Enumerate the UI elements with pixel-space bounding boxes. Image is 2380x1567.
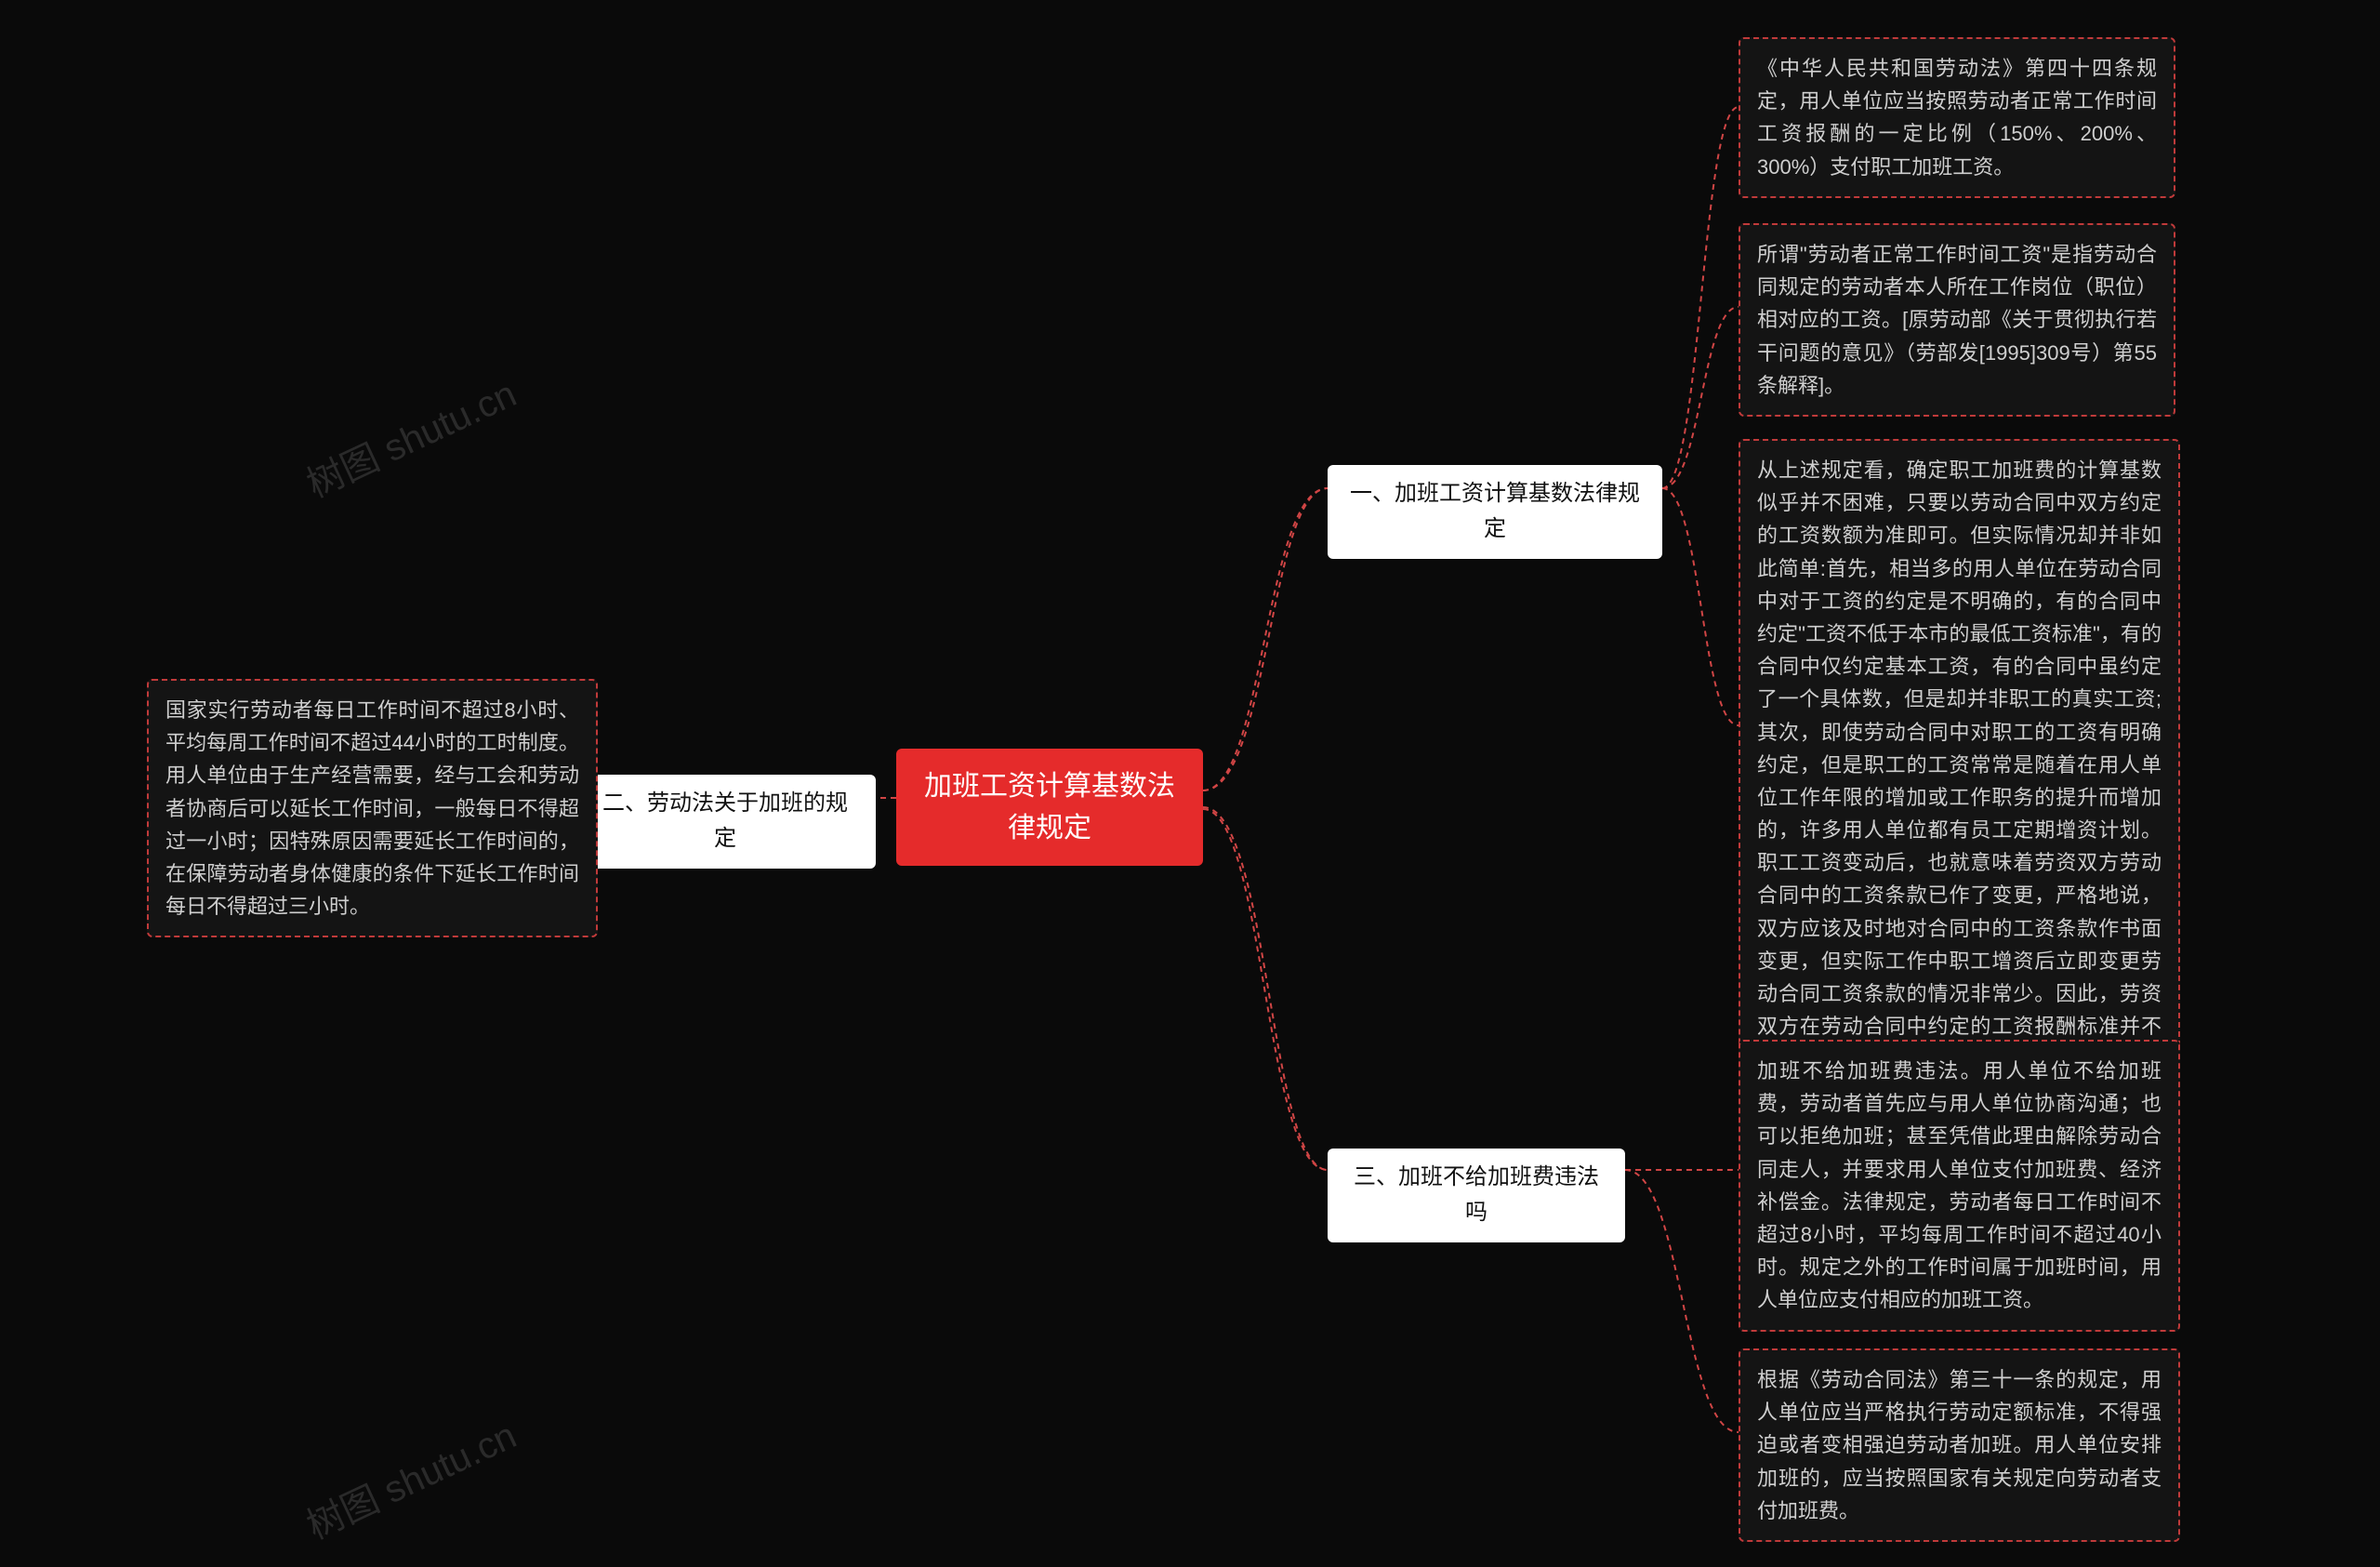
watermark: 树图 shutu.cn: [297, 365, 523, 509]
leaf-node: 加班不给加班费违法。用人单位不给加班费，劳动者首先应与用人单位协商沟通；也可以拒…: [1739, 1040, 2180, 1332]
branch-label: 一、加班工资计算基数法律规定: [1350, 481, 1640, 541]
center-node: 加班工资计算基数法律规定: [896, 749, 1203, 866]
watermark: 树图 shutu.cn: [297, 1406, 523, 1550]
leaf-text: 《中华人民共和国劳动法》第四十四条规定，用人单位应当按照劳动者正常工作时间工资报…: [1757, 57, 2157, 179]
branch-label: 二、劳动法关于加班的规定: [602, 790, 848, 851]
leaf-text: 国家实行劳动者每日工作时间不超过8小时、平均每周工作时间不超过44小时的工时制度…: [165, 698, 579, 918]
leaf-node: 根据《劳动合同法》第三十一条的规定，用人单位应当严格执行劳动定额标准，不得强迫或…: [1739, 1348, 2180, 1542]
branch-label: 三、加班不给加班费违法吗: [1354, 1164, 1599, 1225]
leaf-node: 所谓"劳动者正常工作时间工资"是指劳动合同规定的劳动者本人所在工作岗位（职位）相…: [1739, 223, 2175, 417]
branch-node-1: 一、加班工资计算基数法律规定: [1328, 465, 1662, 559]
leaf-text: 所谓"劳动者正常工作时间工资"是指劳动合同规定的劳动者本人所在工作岗位（职位）相…: [1757, 243, 2157, 397]
branch-node-2: 二、劳动法关于加班的规定: [575, 775, 876, 869]
leaf-node: 国家实行劳动者每日工作时间不超过8小时、平均每周工作时间不超过44小时的工时制度…: [147, 679, 598, 937]
center-node-label: 加班工资计算基数法律规定: [924, 771, 1175, 843]
leaf-text: 从上述规定看，确定职工加班费的计算基数似乎并不困难，只要以劳动合同中双方约定的工…: [1757, 458, 2162, 1136]
branch-node-3: 三、加班不给加班费违法吗: [1328, 1149, 1625, 1242]
leaf-text: 加班不给加班费违法。用人单位不给加班费，劳动者首先应与用人单位协商沟通；也可以拒…: [1757, 1059, 2162, 1311]
leaf-node: 《中华人民共和国劳动法》第四十四条规定，用人单位应当按照劳动者正常工作时间工资报…: [1739, 37, 2175, 198]
leaf-text: 根据《劳动合同法》第三十一条的规定，用人单位应当严格执行劳动定额标准，不得强迫或…: [1757, 1368, 2162, 1522]
